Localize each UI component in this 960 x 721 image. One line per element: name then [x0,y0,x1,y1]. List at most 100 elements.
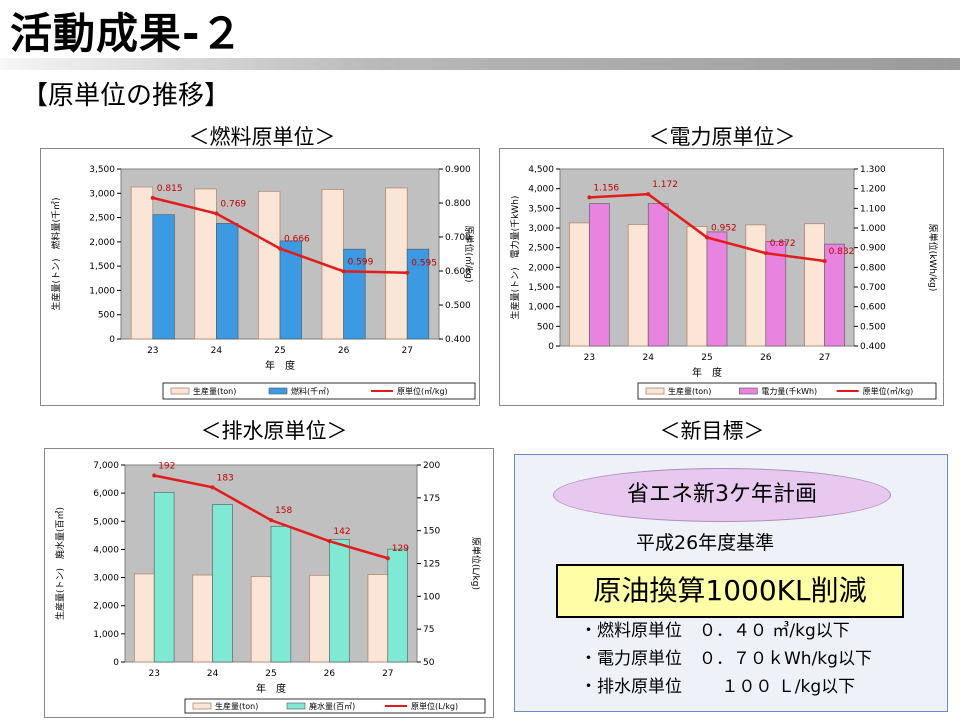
fuel-unit-data-label: 0.769 [220,200,246,210]
fuel-left-tick-label: 500 [98,311,115,321]
power-category-label: 26 [760,353,772,363]
fuel-left-tick-label: 3,000 [89,189,115,199]
power-bar-power [765,241,787,347]
water-bar-production [309,574,330,663]
water-unit-point [385,556,390,561]
power-bar-power [647,203,669,347]
fuel-chart-heading: ＜燃料原単位＞ [188,125,336,149]
power-right-tick-label: 1.000 [860,224,886,234]
water-left-tick-label: 2,000 [93,602,119,612]
water-left-tick-label: 7,000 [93,461,119,471]
water-chart-heading: ＜排水原単位＞ [200,419,348,443]
power-chart-heading: ＜電力原単位＞ [648,125,796,149]
power-category-label: 24 [642,353,654,363]
water-unit-point [269,518,273,523]
fuel-x-axis-title: 年 度 [265,359,295,372]
water-right-tick-label: 150 [423,527,440,537]
fuel-legend-swatch-second [268,387,288,395]
power-right-axis-title: 原単位(kWh/kg) [927,224,939,292]
power-legend-box [637,382,937,400]
power-left-tick-label: 3,000 [528,224,554,234]
fuel-left-tick-label: 2,000 [89,238,115,248]
fuel-bar-fuel [279,240,302,340]
water-chart-svg: 0 1,000 2,000 3,000 4,000 5,000 6,000 7,000 50 75… [54,461,486,714]
power-bar-production [745,224,767,347]
power-left-tick-label: 1,000 [528,303,554,313]
fuel-bar-fuel [216,223,239,340]
water-unit-data-label: 158 [275,506,292,516]
fuel-unit-data-label: 0.595 [411,259,437,269]
fuel-category-label: 24 [211,346,223,356]
water-left-tick-label: 4,000 [93,545,119,555]
water-legend-box [184,698,486,714]
power-left-axis-title: 生産量(トン) 電力量(千kWh) [509,196,521,320]
power-bar-power [706,231,728,347]
fuel-bar-production [130,186,154,340]
fuel-right-tick-label: 0.500 [445,301,471,311]
power-bar-power [824,243,845,347]
fuel-legend-label-unit: 原単位(㎥/kg) [397,386,448,396]
water-bar-wastewater [212,504,233,663]
fuel-legend-box [162,382,476,400]
power-legend-label-production: 生産量(ton) [668,386,711,396]
power-unit-point [705,235,709,240]
power-right-tick-label: 1.200 [860,185,886,195]
water-right-tick-label: 50 [423,658,435,668]
power-right-tick-label: 0.400 [860,342,886,352]
power-category-label: 23 [584,353,595,363]
water-bar-wastewater [329,538,350,663]
water-unit-data-label: 142 [333,527,350,537]
title-underline-bar [0,58,960,70]
power-bar-production [686,226,708,347]
water-left-axis-title: 生産量(トン) 廃水量(百㎥) [54,507,66,620]
fuel-category-label: 25 [274,346,285,356]
fuel-right-tick-label: 0.400 [445,335,471,345]
water-category-label: 23 [148,669,159,679]
power-left-tick-label: 2,000 [528,263,554,273]
water-bar-wastewater [270,526,292,663]
fuel-unit-data-label: 0.815 [157,184,183,194]
water-left-tick-label: 1,000 [93,630,119,640]
plan-ellipse: 省エネ新3ケ年計画 [553,468,891,522]
power-unit-point [822,259,827,264]
fuel-bar-fuel [406,248,430,340]
fuel-bar-fuel [152,214,175,340]
fuel-legend-swatch-production [170,387,190,395]
power-unit-point [763,251,768,256]
water-legend-swatch-second [286,702,306,710]
water-legend-label-second: 廃水量(百㎥) [309,701,355,711]
power-bar-power [589,203,610,347]
power-unit-data-label: 0.952 [711,223,737,233]
water-right-tick-label: 175 [423,494,440,504]
fuel-left-tick-label: 1,000 [89,286,115,296]
fuel-right-tick-label: 0.900 [445,165,471,175]
goal-target-box: 原油換算1000KL削減 [556,564,904,618]
power-legend-label-unit: 原単位(㎥/kg) [863,386,914,396]
water-legend-swatch-production [192,702,212,710]
water-right-tick-label: 75 [423,625,434,635]
water-bar-production [192,574,214,663]
water-chart: 0 1,000 2,000 3,000 4,000 5,000 6,000 7,000 50 75… [44,448,494,718]
water-legend-label-unit: 原単位(L/kg) [411,701,458,711]
fuel-right-tick-label: 0.600 [445,267,471,277]
power-chart-svg: 0 500 1,000 1,500 2,000 2,500 3,000 3,500 4,000 4… [509,165,939,400]
water-bar-production [250,576,272,663]
goal-heading: ＜新目標＞ [659,419,765,443]
power-unit-data-label: 1.156 [593,183,619,193]
fuel-category-label: 23 [147,346,158,356]
fuel-category-label: 27 [401,346,412,356]
water-unit-point [152,473,157,478]
power-right-tick-label: 0.700 [860,283,886,293]
power-left-tick-label: 4,500 [528,165,554,175]
power-unit-data-label: 1.172 [652,180,678,190]
fuel-right-tick-label: 0.700 [445,233,471,243]
fuel-left-tick-label: 0 [109,335,115,345]
fuel-unit-data-label: 0.666 [284,235,310,245]
water-right-tick-label: 200 [423,461,440,471]
water-bar-wastewater [387,548,408,663]
power-legend-label-second: 電力量(千kWh) [761,386,817,396]
fuel-unit-point [214,211,219,216]
water-category-label: 27 [382,669,393,679]
water-legend-label-production: 生産量(ton) [215,701,258,711]
section-subtitle: 【原単位の推移】 [22,81,231,111]
